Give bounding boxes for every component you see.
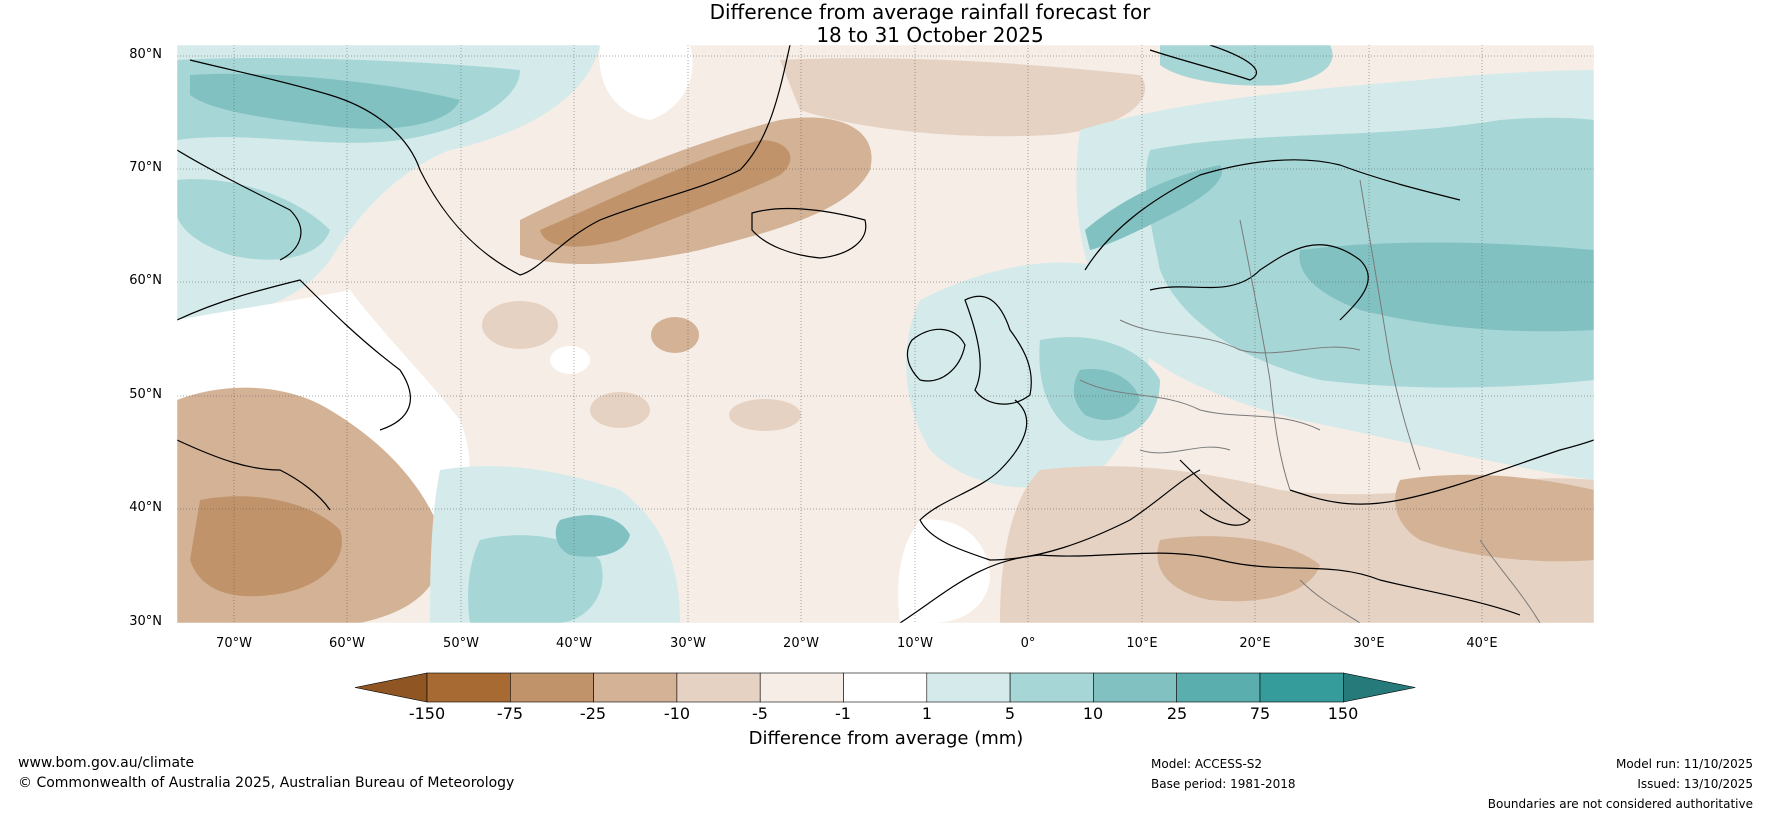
lon-label-30e: 30°E [1353, 636, 1385, 651]
anomaly-neutral-north-atlantic [599, 45, 693, 120]
colorbar-tick-label: -75 [496, 704, 524, 723]
footer-disclaimer: Boundaries are not considered authoritat… [1487, 797, 1753, 811]
lon-label-0: 0° [1020, 636, 1036, 651]
lat-label-50n: 50°N [129, 387, 162, 402]
colorbar-tick-label: -5 [752, 704, 768, 723]
anomaly-wet-russia-core [1299, 242, 1594, 332]
colorbar-tick-label: -150 [408, 704, 446, 723]
coast-africa-north [899, 552, 1521, 623]
colorbar-segment [676, 672, 761, 703]
title-line-2: 18 to 31 October 2025 [816, 23, 1044, 47]
coastlines [177, 45, 1594, 623]
anomaly-neutral-spot [550, 346, 590, 374]
anomaly-dry-iceland-core [540, 140, 791, 247]
coast-italy [1179, 459, 1251, 526]
anomaly-dry-scandinavia-north [780, 58, 1146, 137]
colorbar-tick-label: 10 [1082, 704, 1104, 723]
footer-copyright: © Commonwealth of Australia 2025, Austra… [18, 775, 515, 791]
map-frame [176, 44, 1595, 624]
lon-label-10w: 10°W [897, 636, 933, 651]
colorbar-tick-label: 150 [1327, 704, 1359, 723]
coast-baffin [177, 149, 302, 261]
colorbar-segment [843, 672, 928, 703]
coast-baltic [1149, 244, 1369, 321]
anomaly-wet-azores [555, 515, 630, 557]
lon-label-60w: 60°W [329, 636, 365, 651]
footer-url: www.bom.gov.au/climate [18, 755, 195, 771]
footer-model: Model: ACCESS-S2 [1151, 757, 1263, 771]
lon-label-50w: 50°W [443, 636, 479, 651]
colorbar-segment [1176, 672, 1261, 703]
coast-greenland [419, 45, 791, 276]
coast-ireland [906, 328, 966, 382]
coast-britain [964, 295, 1032, 405]
colorbar-segment [1259, 672, 1344, 703]
colorbar-segment [926, 672, 1011, 703]
lon-label-30w: 30°W [670, 636, 706, 651]
colorbar-tick-label: 25 [1166, 704, 1188, 723]
coast-norway [1084, 159, 1461, 271]
colorbar-title: Difference from average (mm) [748, 728, 1024, 749]
anomaly-wet-atlantic-south-core [468, 535, 603, 623]
colorbar-segment [593, 672, 678, 703]
colorbar-segment [509, 672, 594, 703]
anomaly-wet-france-core [1073, 369, 1140, 420]
lon-label-20e: 20°E [1239, 636, 1271, 651]
lat-label-40n: 40°N [129, 500, 162, 515]
anomaly-wet-northwest-core [190, 73, 460, 129]
coast-us-east [177, 439, 331, 511]
colorbar-tick-label: 5 [1004, 704, 1016, 723]
anomaly-white-africa [898, 519, 990, 623]
map-field [177, 45, 1594, 623]
colorbar-segment [759, 672, 844, 703]
lon-label-20w: 20°W [783, 636, 819, 651]
coast-labrador [177, 279, 411, 431]
graticule [177, 45, 1594, 623]
lon-label-40w: 40°W [556, 636, 592, 651]
footer-base-period: Base period: 1981-2018 [1151, 777, 1296, 791]
coast-greenland-west [189, 59, 421, 171]
title-line-1: Difference from average rainfall forecas… [709, 0, 1151, 24]
lon-label-40e: 40°E [1466, 636, 1498, 651]
colorbar-tick-label: 75 [1249, 704, 1271, 723]
colorbar-tick-label: -10 [663, 704, 691, 723]
anomaly-dry-spot-3 [729, 399, 801, 431]
lat-label-70n: 70°N [129, 160, 162, 175]
footer-issued: Issued: 13/10/2025 [1637, 777, 1753, 791]
anomaly-wet-svalbard [1160, 45, 1333, 86]
anomaly-dry-north-africa [1157, 536, 1320, 602]
coast-iceland [751, 207, 867, 259]
anomaly-dry-turkey [1395, 474, 1594, 562]
colorbar [354, 672, 1416, 703]
coast-greece-turkey [1289, 439, 1594, 505]
colorbar-tick-label: -1 [835, 704, 851, 723]
colorbar-segment [1009, 672, 1094, 703]
colorbar-tick-label: 1 [921, 704, 933, 723]
lat-label-30n: 30°N [129, 614, 162, 629]
anomaly-wet-baffin [177, 179, 330, 260]
country-borders [1079, 179, 1541, 623]
colorbar-extend-low [354, 672, 428, 703]
lon-label-10e: 10°E [1126, 636, 1158, 651]
lat-label-60n: 60°N [129, 273, 162, 288]
anomaly-dry-spot-1 [482, 301, 558, 349]
anomaly-dry-southwest-core [190, 496, 342, 597]
lat-label-80n: 80°N [129, 47, 162, 62]
coast-europe-west [919, 399, 1201, 561]
colorbar-extend-high [1343, 672, 1416, 703]
colorbar-segment [1093, 672, 1178, 703]
anomaly-dry-spot-4 [590, 392, 650, 428]
colorbar-tick-label: -25 [579, 704, 607, 723]
coast-svalbard [1149, 45, 1258, 81]
colorbar-segment [426, 672, 511, 703]
anomaly-dry-spot-2 [651, 317, 699, 353]
lon-label-70w: 70°W [216, 636, 252, 651]
footer-model-run: Model run: 11/10/2025 [1615, 757, 1753, 771]
